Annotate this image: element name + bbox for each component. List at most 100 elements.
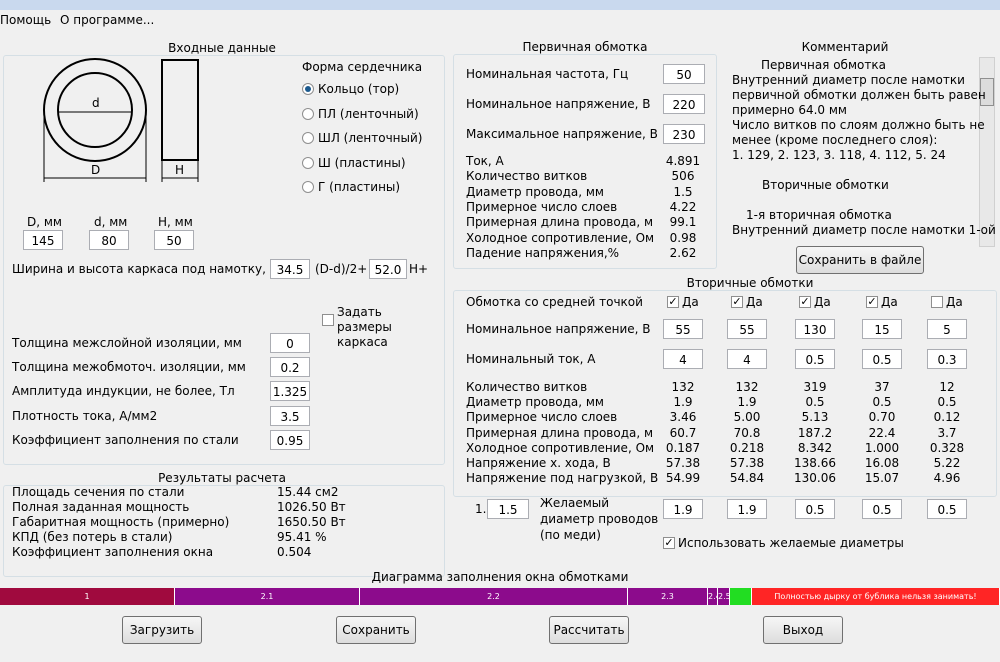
button[interactable]: Сохранить — [336, 616, 416, 644]
text-field[interactable]: 0.5 — [795, 499, 835, 519]
text-field[interactable]: 50 — [154, 230, 194, 250]
results-group — [3, 485, 445, 577]
text-field[interactable]: 50 — [663, 64, 705, 84]
text-field[interactable]: 34.5 — [270, 259, 310, 279]
text-field[interactable]: 0.5 — [862, 349, 902, 369]
button[interactable]: Рассчитать — [549, 616, 629, 644]
radio-label: Кольцо (тор) — [318, 82, 400, 96]
field-label: Ширина и высота каркаса под намотку, мм — [12, 262, 288, 276]
group-title: Результаты расчета — [155, 471, 289, 485]
checkbox-label: Да — [682, 295, 699, 309]
checkbox[interactable]: ✓ — [663, 536, 675, 549]
result-label: Падение напряжения,% — [466, 245, 620, 260]
button[interactable]: Загрузить — [122, 616, 202, 644]
radio[interactable] — [302, 181, 314, 193]
fill-segment — [730, 588, 752, 605]
result-value: 1.9 — [737, 395, 757, 410]
dim-label: d — [92, 96, 100, 110]
result-value: 1650.50 Вт — [277, 515, 346, 529]
result-value: 3.46 — [669, 410, 697, 425]
text-field[interactable]: 0.2 — [270, 357, 310, 378]
result-label: Коэффициент заполнения окна — [12, 545, 214, 559]
fill-segment: 1 — [0, 588, 175, 605]
text-field[interactable]: 0.95 — [270, 429, 310, 450]
result-value: 60.7 — [669, 425, 697, 440]
group-title: Первичная обмотка — [519, 40, 651, 54]
checkbox[interactable] — [931, 296, 943, 308]
text-field[interactable]: 80 — [89, 230, 129, 250]
result-value: 2.62 — [669, 245, 697, 260]
scroll-thumb[interactable] — [980, 78, 994, 106]
section-label: Форма сердечника — [302, 60, 423, 74]
checkbox[interactable] — [322, 314, 334, 326]
radio[interactable] — [302, 132, 314, 144]
result-value: 5.00 — [733, 410, 761, 425]
result-value: 0.98 — [669, 230, 697, 245]
text-field[interactable]: 220 — [663, 94, 705, 114]
title-bar — [0, 0, 1000, 10]
result-value: 99.1 — [669, 215, 697, 230]
comment-line: Первичная обмотка — [761, 58, 886, 72]
result-value: 37 — [874, 380, 890, 394]
result-value: 0.504 — [277, 545, 312, 559]
text-field[interactable]: 1.9 — [727, 499, 767, 519]
button[interactable]: Выход — [763, 616, 843, 644]
comment-line: Внутренний диаметр после намотки 1-ой — [732, 223, 996, 237]
text-field[interactable]: 1.325 — [270, 381, 310, 402]
result-value: 0.70 — [868, 410, 896, 425]
text-field[interactable]: 52.0 — [369, 259, 407, 279]
menu-item[interactable]: Помощь — [0, 13, 52, 27]
text-field[interactable]: 0.5 — [927, 499, 967, 519]
comment-line: примерно 64.0 мм — [732, 103, 847, 117]
result-value: 130.06 — [794, 471, 836, 486]
radio-label: ПЛ (ленточный) — [318, 106, 419, 121]
input-group — [3, 55, 445, 465]
checkbox[interactable]: ✓ — [667, 295, 679, 308]
text-field[interactable]: 5 — [927, 319, 967, 339]
field-label: Номинальная частота, Гц — [466, 67, 629, 81]
primary-group — [453, 54, 717, 269]
text-field[interactable]: 145 — [23, 230, 63, 250]
text-field[interactable]: 4 — [727, 349, 767, 369]
group-title: Вторичные обмотки — [683, 276, 817, 290]
field-label: Коэффициент заполнения по стали — [12, 432, 239, 447]
text-field[interactable]: 130 — [795, 319, 835, 339]
fill-segment: 2.4 — [708, 588, 718, 605]
field-label: Номинальное напряжение, В — [466, 97, 651, 111]
checkbox[interactable]: ✓ — [866, 295, 878, 308]
result-label: Напряжение х. хода, В — [466, 456, 611, 470]
radio[interactable] — [302, 107, 314, 120]
text-field[interactable]: 4 — [663, 349, 703, 369]
text-field[interactable]: 15 — [862, 319, 902, 339]
text-field[interactable]: 1.9 — [663, 499, 703, 519]
radio[interactable] — [302, 83, 314, 95]
field-label: Амплитуда индукции, не более, Тл — [12, 384, 235, 399]
result-value: 0.5 — [872, 395, 892, 410]
result-value: 8.342 — [797, 440, 833, 455]
text-field[interactable]: 1.5 — [487, 499, 529, 519]
text-field[interactable]: 0 — [270, 333, 310, 353]
menu-item[interactable]: О программе... — [60, 13, 155, 27]
result-label: Габаритная мощность (примерно) — [12, 515, 230, 529]
text-field[interactable]: 230 — [663, 124, 705, 144]
field-label: Номинальное напряжение, В — [466, 322, 651, 336]
text-field[interactable]: 0.5 — [795, 349, 835, 369]
text-field[interactable]: 3.5 — [270, 405, 310, 426]
checkbox[interactable]: ✓ — [731, 295, 743, 308]
checkbox[interactable]: ✓ — [799, 295, 811, 308]
text-field[interactable]: 0.5 — [862, 499, 902, 519]
button[interactable]: Сохранить в файле — [796, 246, 924, 274]
text-field[interactable]: 0.3 — [927, 349, 967, 369]
result-value: 22.4 — [868, 425, 896, 440]
comment-line: менее (кроме последнего слоя): — [732, 133, 938, 147]
fill-segment: 2.2 — [360, 588, 628, 605]
checkbox-label: Да — [814, 295, 831, 309]
text-field[interactable]: 55 — [663, 319, 703, 339]
radio[interactable] — [302, 156, 314, 169]
text-field[interactable]: 55 — [727, 319, 767, 339]
group-title: Входные данные — [165, 41, 279, 55]
result-value: 3.7 — [937, 425, 957, 440]
result-value: 5.22 — [933, 456, 961, 470]
result-value: 1.9 — [673, 395, 693, 410]
